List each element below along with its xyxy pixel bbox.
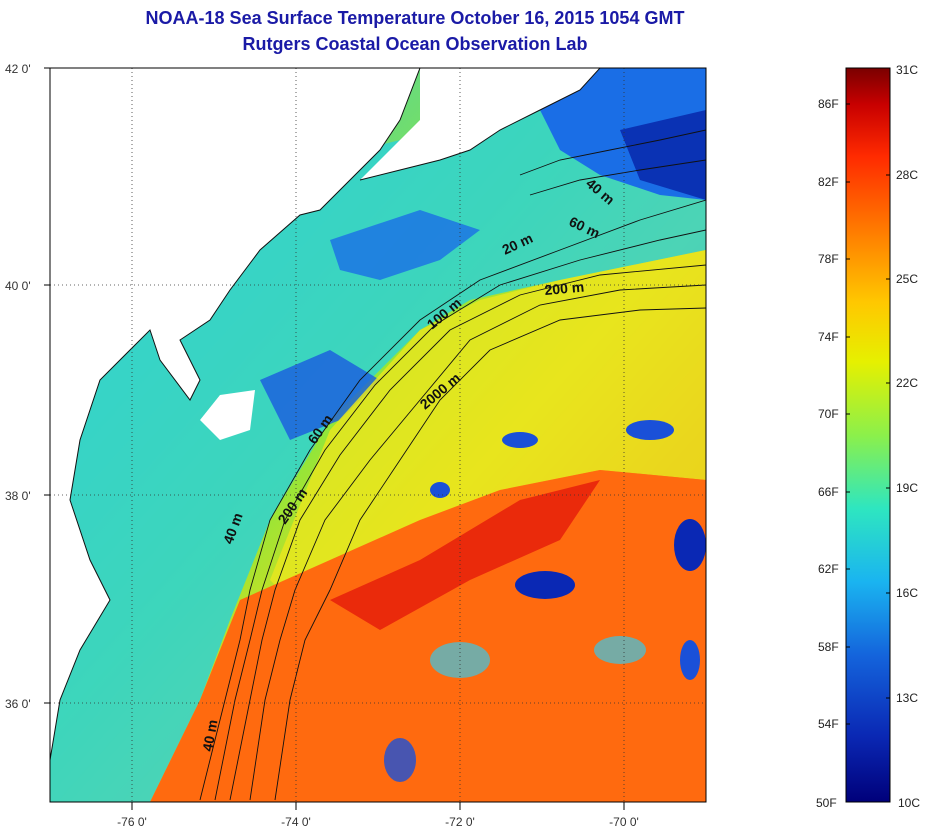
colorbar-celsius-label: 31C	[896, 63, 918, 77]
map-title: NOAA-18 Sea Surface Temperature October …	[145, 8, 685, 28]
map-subtitle: Rutgers Coastal Ocean Observation Lab	[242, 34, 588, 54]
colorbar-celsius-label: 16C	[896, 586, 918, 600]
colorbar-fahrenheit-label: 58F	[818, 640, 839, 654]
colorbar-fahrenheit-label: 70F	[818, 407, 839, 421]
colorbar-fahrenheit-label: 78F	[818, 252, 839, 266]
colorbar-fahrenheit-label: 54F	[818, 717, 839, 731]
lat-label: 38 0'	[5, 489, 31, 503]
colorbar-celsius-label: 22C	[896, 376, 918, 390]
lat-label: 40 0'	[5, 279, 31, 293]
sst-image: 40 m 60 m 200 m 2000 m 100 m 20 m 60 m 2…	[50, 68, 706, 802]
colorbar-fahrenheit-ticks	[846, 103, 850, 725]
lon-label: -76 0'	[117, 815, 147, 829]
colorbar-celsius-label: 28C	[896, 168, 918, 182]
contour-label: 200 m	[544, 279, 585, 298]
colorbar-celsius-label: 19C	[896, 481, 918, 495]
lat-label: 42 0'	[5, 62, 31, 76]
lat-label: 36 0'	[5, 697, 31, 711]
colorbar-fahrenheit-label: 74F	[818, 330, 839, 344]
lon-label: -74 0'	[281, 815, 311, 829]
colorbar-celsius-label: 13C	[896, 691, 918, 705]
map-frame	[49, 67, 707, 803]
bathymetry-contours	[199, 129, 706, 801]
contour-label: 40 m	[199, 718, 220, 752]
colorbar-fahrenheit-label: 82F	[818, 175, 839, 189]
colorbar-fahrenheit-label: 50F	[816, 796, 837, 810]
colorbar-fahrenheit-label: 66F	[818, 485, 839, 499]
graticule	[50, 68, 706, 802]
colorbar-fahrenheit-label: 86F	[818, 97, 839, 111]
lon-label: -72 0'	[445, 815, 475, 829]
colorbar-celsius-label: 25C	[896, 272, 918, 286]
colorbar-celsius-label: 10C	[898, 796, 920, 810]
lon-label: -70 0'	[609, 815, 639, 829]
colorbar-fahrenheit-label: 62F	[818, 562, 839, 576]
colorbar	[845, 67, 891, 803]
colorbar-celsius-ticks	[886, 174, 890, 699]
